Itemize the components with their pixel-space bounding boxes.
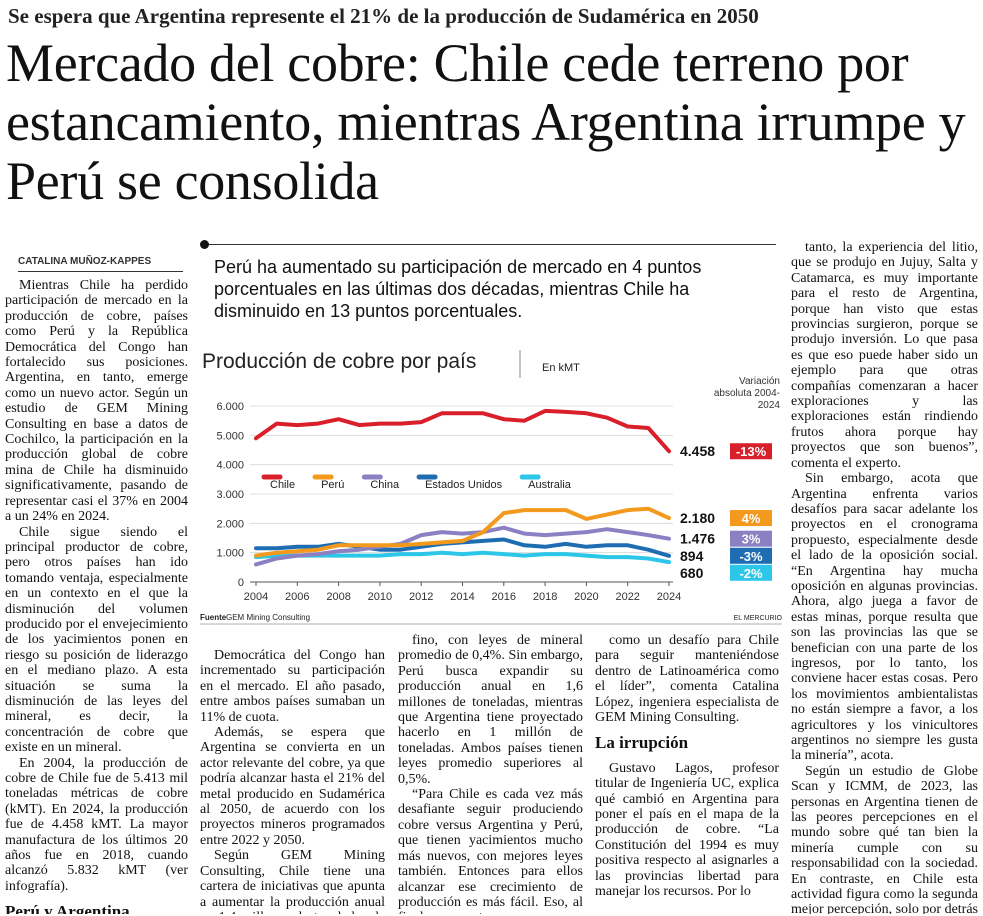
change-label: 3% bbox=[742, 532, 761, 547]
x-tick-label: 2018 bbox=[533, 591, 557, 603]
chart-title: Producción de cobre por país bbox=[202, 350, 476, 373]
x-tick-label: 2024 bbox=[657, 591, 681, 603]
paragraph: Chile sigue siendo el principal producto… bbox=[5, 524, 188, 756]
end-value-label: 4.458 bbox=[680, 443, 715, 459]
kicker: Se espera que Argentina represente el 21… bbox=[8, 4, 759, 28]
change-label: -2% bbox=[739, 566, 763, 581]
y-tick-label: 5.000 bbox=[216, 430, 244, 442]
source: GEM Mining Consulting bbox=[226, 613, 310, 622]
chart: Producción de cobre por país En kMT 0 1.0… bbox=[196, 342, 786, 630]
byline: CATALINA MUÑOZ-KAPPES bbox=[18, 256, 183, 272]
change-box bbox=[730, 530, 772, 547]
change-box bbox=[730, 443, 772, 460]
y-tick-label: 2.000 bbox=[216, 518, 244, 530]
x-tick-label: 2014 bbox=[450, 591, 474, 603]
paragraph: Sin embargo, acota que Argentina enfrent… bbox=[791, 471, 978, 764]
unit-label: En kMT bbox=[542, 362, 580, 374]
end-value-label: 2.180 bbox=[680, 510, 715, 526]
series-line bbox=[254, 408, 671, 454]
paragraph: Además, se espera que Argentina se convi… bbox=[200, 725, 385, 848]
deck: Perú ha aumentado su participación de me… bbox=[214, 257, 702, 321]
x-tick-label: 2010 bbox=[368, 591, 392, 603]
change-box bbox=[730, 564, 772, 581]
y-tick-label: 3.000 bbox=[216, 489, 244, 501]
legend-label: Australia bbox=[528, 479, 572, 491]
x-tick-label: 2004 bbox=[244, 591, 268, 603]
legend-label: Estados Unidos bbox=[425, 479, 503, 491]
change-label: -13% bbox=[736, 444, 767, 459]
change-label: -3% bbox=[739, 549, 763, 564]
y-tick-label: 6.000 bbox=[216, 401, 244, 413]
end-value-label: 680 bbox=[680, 565, 704, 581]
paragraph: como un desafío para Chile para seguir m… bbox=[595, 633, 779, 726]
paragraph: Según GEM Mining Consulting, Chile tiene… bbox=[200, 848, 385, 914]
legend-label: Chile bbox=[270, 479, 295, 491]
paragraph: Mientras Chile ha perdido participación … bbox=[5, 278, 188, 525]
series-line bbox=[254, 525, 671, 567]
subheading: La irrupción bbox=[595, 733, 689, 753]
x-tick-label: 2020 bbox=[574, 591, 598, 603]
x-tick-label: 2008 bbox=[326, 591, 350, 603]
x-tick-label: 2016 bbox=[492, 591, 516, 603]
change-box bbox=[730, 547, 772, 564]
change-label: 4% bbox=[742, 511, 761, 526]
article-column: Mientras Chile ha perdido participación … bbox=[5, 278, 188, 914]
series-line bbox=[254, 506, 671, 558]
legend-label: Perú bbox=[321, 479, 344, 491]
paragraph: fino, con leyes de mineral promedio de 0… bbox=[398, 633, 583, 787]
article-column: tanto, la experiencia del litio, que se … bbox=[791, 240, 978, 914]
paragraph: Democrática del Congo han incrementado s… bbox=[200, 648, 385, 725]
y-tick-label: 1.000 bbox=[216, 548, 244, 560]
legend-label: China bbox=[370, 479, 400, 491]
article-column: como un desafío para Chile para seguir m… bbox=[595, 633, 779, 914]
end-value-label: 894 bbox=[680, 548, 704, 564]
article-column: Democrática del Congo han incrementado s… bbox=[200, 648, 385, 914]
paragraph: “Para Chile es cada vez más desafiante s… bbox=[398, 787, 583, 914]
source-label: Fuente bbox=[200, 613, 227, 622]
x-tick-label: 2012 bbox=[409, 591, 433, 603]
paragraph: Gustavo Lagos, profesor titular de Ingen… bbox=[595, 760, 779, 900]
chart-svg: Producción de cobre por país En kMT 0 1.0… bbox=[200, 350, 783, 625]
credit: EL MERCURIO bbox=[734, 615, 783, 622]
subheading: Perú y Argentina bbox=[5, 902, 130, 914]
paragraph: Según un estudio de Globe Scan y ICMM, d… bbox=[791, 763, 978, 914]
paragraph: tanto, la experiencia del litio, que se … bbox=[791, 240, 978, 471]
headline: Mercado del cobre: Chile cede terreno po… bbox=[6, 33, 966, 211]
paragraph: En 2004, la producción de cobre de Chile… bbox=[5, 755, 188, 894]
article-column: fino, con leyes de mineral promedio de 0… bbox=[398, 633, 583, 914]
deck-dot bbox=[200, 240, 209, 249]
deck-rule bbox=[204, 244, 776, 245]
y-tick-label: 0 bbox=[238, 577, 244, 589]
x-tick-label: 2006 bbox=[285, 591, 309, 603]
change-box bbox=[730, 510, 772, 527]
x-tick-label: 2022 bbox=[615, 591, 639, 603]
y-tick-label: 4.000 bbox=[216, 460, 244, 472]
end-value-label: 1.476 bbox=[680, 531, 715, 547]
change-note: Variación absoluta 2004-2024 bbox=[713, 376, 780, 411]
series-line bbox=[254, 550, 671, 565]
